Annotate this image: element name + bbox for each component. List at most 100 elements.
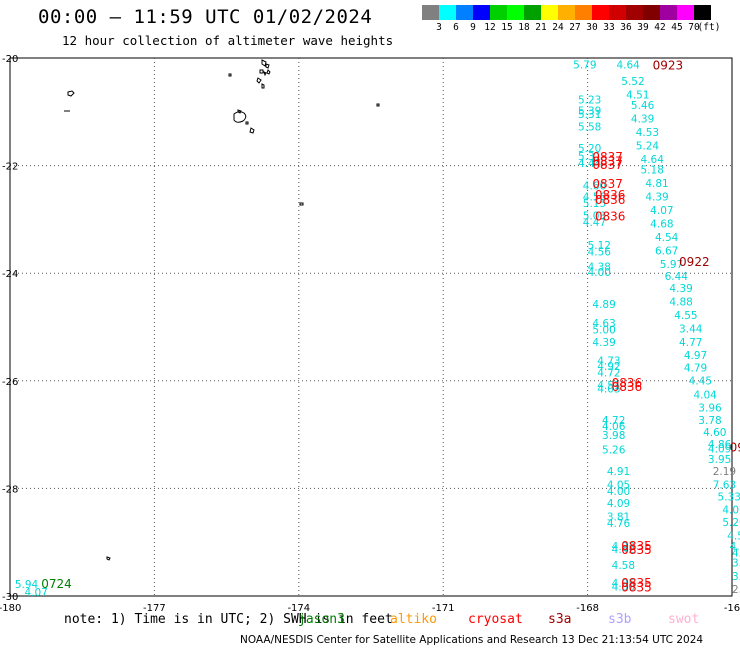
- y-tick-label: -24: [2, 269, 18, 280]
- legend-swatch: [592, 5, 609, 20]
- wave-height-label: 4.00: [588, 267, 611, 279]
- y-tick-label: -26: [2, 377, 18, 388]
- satellite-legend-s3a: s3a: [548, 612, 572, 627]
- observation-time-label: 0836: [612, 380, 643, 394]
- coastline-island: [67, 90, 75, 97]
- wave-height-label: 4.05: [607, 479, 630, 491]
- observation-time-label: 0837: [592, 150, 623, 164]
- wave-height-label: 5.00: [592, 324, 615, 336]
- observation-time-label: 0923: [653, 59, 684, 73]
- wave-height-label: 5.12: [588, 240, 611, 252]
- satellite-legend-jason3: jason3: [298, 612, 345, 627]
- legend-label: 3: [436, 22, 442, 33]
- page-title: 00:00 — 11:59 UTC 01/02/2024: [38, 6, 373, 28]
- legend-swatch: [677, 5, 694, 20]
- observation-time-label: 0922: [679, 255, 710, 269]
- coastline-island: [265, 63, 270, 69]
- legend-label: 30: [586, 22, 598, 33]
- wave-height-label: 3.96: [698, 402, 722, 414]
- legend-label: (ft): [697, 22, 721, 33]
- observation-time-label: 0836: [595, 193, 626, 207]
- wave-height-label: 4.07: [24, 587, 47, 599]
- wave-height-label: 5.31: [578, 109, 601, 121]
- legend-label: 33: [603, 22, 615, 33]
- wave-height-label: 4.21: [730, 541, 740, 553]
- legend-label: 27: [569, 22, 581, 33]
- satellite-legend-s3b: s3b: [608, 612, 632, 627]
- legend-swatch: [456, 5, 473, 20]
- legend-label: 6: [453, 22, 459, 33]
- wave-height-label: 4.91: [607, 466, 630, 478]
- wave-height-label: 4.06: [602, 421, 626, 433]
- wave-height-label: 4.86: [708, 439, 732, 451]
- wave-height-label: 5.26: [722, 517, 740, 529]
- coastline-island: [261, 59, 267, 67]
- legend-swatch: [626, 5, 643, 20]
- wave-height-label: 4.38: [588, 261, 611, 273]
- y-tick-label: -28: [2, 484, 18, 495]
- wave-height-label: 4.68: [732, 548, 740, 560]
- wave-height-label: 4.89: [592, 299, 615, 311]
- wave-height-label: 4.44: [578, 158, 602, 170]
- wave-height-label: 3.78: [698, 415, 721, 427]
- wave-height-label: 4.95: [612, 578, 635, 590]
- observation-time-label: 0836: [595, 209, 626, 223]
- wave-height-label: 3.98: [602, 430, 625, 442]
- wave-height-label: 5.31: [578, 151, 601, 163]
- wave-height-label: 3.81: [732, 557, 740, 569]
- wave-height-label: 4.56: [588, 246, 612, 258]
- wave-height-label: 4.22: [612, 541, 635, 553]
- wave-height-label: 4.00: [607, 486, 630, 498]
- wave-height-label: 5.20: [578, 143, 601, 155]
- coastline-island: [256, 77, 262, 84]
- wave-height-label: 4.77: [679, 337, 702, 349]
- legend-swatch: [558, 5, 575, 20]
- wave-height-label: 4.54: [655, 232, 679, 244]
- legend-swatch: [524, 5, 541, 20]
- legend-label: 42: [654, 22, 666, 33]
- wave-height-label: 4.03: [597, 384, 620, 396]
- observation-time-label: 0837: [592, 154, 623, 168]
- color-legend: [422, 5, 711, 20]
- wave-height-label: 4.04: [693, 389, 717, 401]
- wave-height-label: 4.97: [684, 350, 707, 362]
- satellite-legend-altiko: altiko: [390, 612, 437, 627]
- wave-height-label: 6.44: [665, 271, 689, 283]
- wave-height-label: 4.68: [650, 218, 673, 230]
- wave-height-label: 4.07: [650, 205, 673, 217]
- wave-height-label: 5.33: [718, 492, 740, 504]
- coastline-island: [266, 69, 271, 75]
- wave-height-label: 7.63: [713, 479, 736, 491]
- wave-height-label: 4.56: [583, 192, 607, 204]
- wave-height-label: 4.81: [645, 178, 668, 190]
- wave-height-label: 4.09: [708, 443, 731, 455]
- y-tick-label: -22: [2, 162, 18, 173]
- wave-height-label: 4.47: [583, 217, 606, 229]
- observation-time-label: 0835: [621, 539, 652, 553]
- wave-height-label: 4.51: [626, 89, 649, 101]
- legend-swatch: [541, 5, 558, 20]
- wave-height-label: 5.46: [631, 100, 655, 112]
- coastline-island: [261, 83, 265, 89]
- wave-height-label: 4.72: [602, 415, 625, 427]
- wave-height-label: 4.39: [592, 337, 615, 349]
- wave-height-label: 5.24: [636, 140, 660, 152]
- color-legend-labels: 3 6 9 12 15 18 21 24 27 30 33 36 39 42 45 70 (ft): [422, 22, 740, 34]
- x-tick-label: -16: [724, 603, 740, 614]
- legend-swatch: [507, 5, 524, 20]
- legend-swatch: [422, 5, 439, 20]
- wave-height-label: 3.81: [607, 512, 630, 524]
- wave-height-label: 4.55: [674, 310, 697, 322]
- coastline-island: [245, 121, 249, 125]
- y-tick-label: -30: [2, 592, 18, 603]
- wave-height-label: 4.76: [607, 518, 631, 530]
- legend-label: 12: [484, 22, 496, 33]
- observation-time-label: 09: [730, 441, 740, 455]
- wave-height-label: 4.79: [684, 363, 707, 375]
- wave-height-label: 4.72: [597, 367, 620, 379]
- observation-time-label: 0835: [621, 576, 652, 590]
- wave-height-label: 2.19: [713, 466, 736, 478]
- wave-height-label: 5.15: [583, 198, 606, 210]
- observation-time-label: 0724: [41, 577, 72, 591]
- wave-height-label: 4.63: [592, 318, 615, 330]
